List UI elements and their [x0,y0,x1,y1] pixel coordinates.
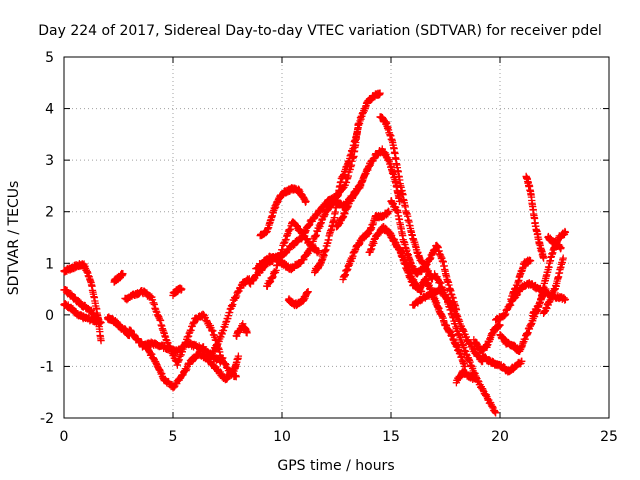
x-tick-label: 10 [273,429,291,445]
data-point [561,295,570,304]
x-tick-label: 15 [382,429,400,445]
data-point [243,329,251,337]
data-point [472,375,480,383]
x-tick-labels: 0 5 10 15 20 25 [60,429,618,445]
y-tick-label: 4 [45,102,54,118]
data-point [217,357,225,365]
data-point [119,269,127,278]
data-point [518,357,526,365]
data-point [561,228,570,236]
y-tick-label: 1 [45,256,54,272]
series-arc-32 [522,172,548,262]
y-tick-labels: -2 -1 0 1 2 3 4 5 [40,50,54,427]
data-points [60,89,570,417]
series-arc-9 [169,284,186,300]
grid [64,57,609,418]
x-tick-label: 20 [491,429,509,445]
series-arc-16 [284,288,312,310]
y-tick-label: -2 [40,411,54,427]
series-arc-11 [232,320,251,340]
x-tick-label: 5 [169,429,178,445]
data-point [557,244,565,252]
series-arc-10 [204,275,253,366]
y-tick-label: -1 [40,359,54,375]
data-point [302,197,310,206]
x-tick-label: 0 [60,429,69,445]
plot-frame [63,56,610,419]
series-arc-26 [452,367,480,387]
data-point [559,254,567,262]
series-arc-15 [263,218,323,290]
x-tick-label: 25 [600,429,618,445]
data-point [232,373,240,381]
y-axis-label: SDTVAR / TECUs [6,181,22,296]
data-point [539,254,548,262]
data-point [496,321,504,329]
series-arc-19 [339,207,393,284]
series-arc-8 [138,338,225,366]
axis-ticks [63,56,610,419]
y-tick-label: 3 [45,153,54,169]
data-point [396,197,404,206]
series-arc-4 [110,269,127,286]
series-arc-5 [103,313,134,340]
series-arc-23 [396,244,469,371]
series-arc-17 [311,89,384,277]
data-point [376,89,384,97]
series-arc-3 [60,300,105,327]
y-tick-label: 5 [45,50,54,66]
series-arc-35 [544,232,565,253]
y-tick-label: 2 [45,205,54,221]
data-point [178,285,186,293]
data-point [97,336,105,345]
series-arc-28 [478,352,526,376]
series-arc-31 [507,256,535,303]
chart-title: Day 224 of 2017, Sidereal Day-to-day VTE… [38,23,602,39]
data-point [234,352,243,360]
data-point [385,208,393,216]
data-point [461,362,469,371]
series-arc-27 [470,321,504,355]
x-axis-label: GPS time / hours [277,458,394,474]
y-tick-label: 0 [45,308,54,324]
series-arc-14 [256,184,310,240]
data-point [304,288,312,296]
data-point [315,249,323,257]
series-arc-34 [539,254,567,317]
data-point [97,318,105,327]
data-point [491,409,500,417]
series-arc-25 [430,270,500,417]
data-point [526,257,535,265]
